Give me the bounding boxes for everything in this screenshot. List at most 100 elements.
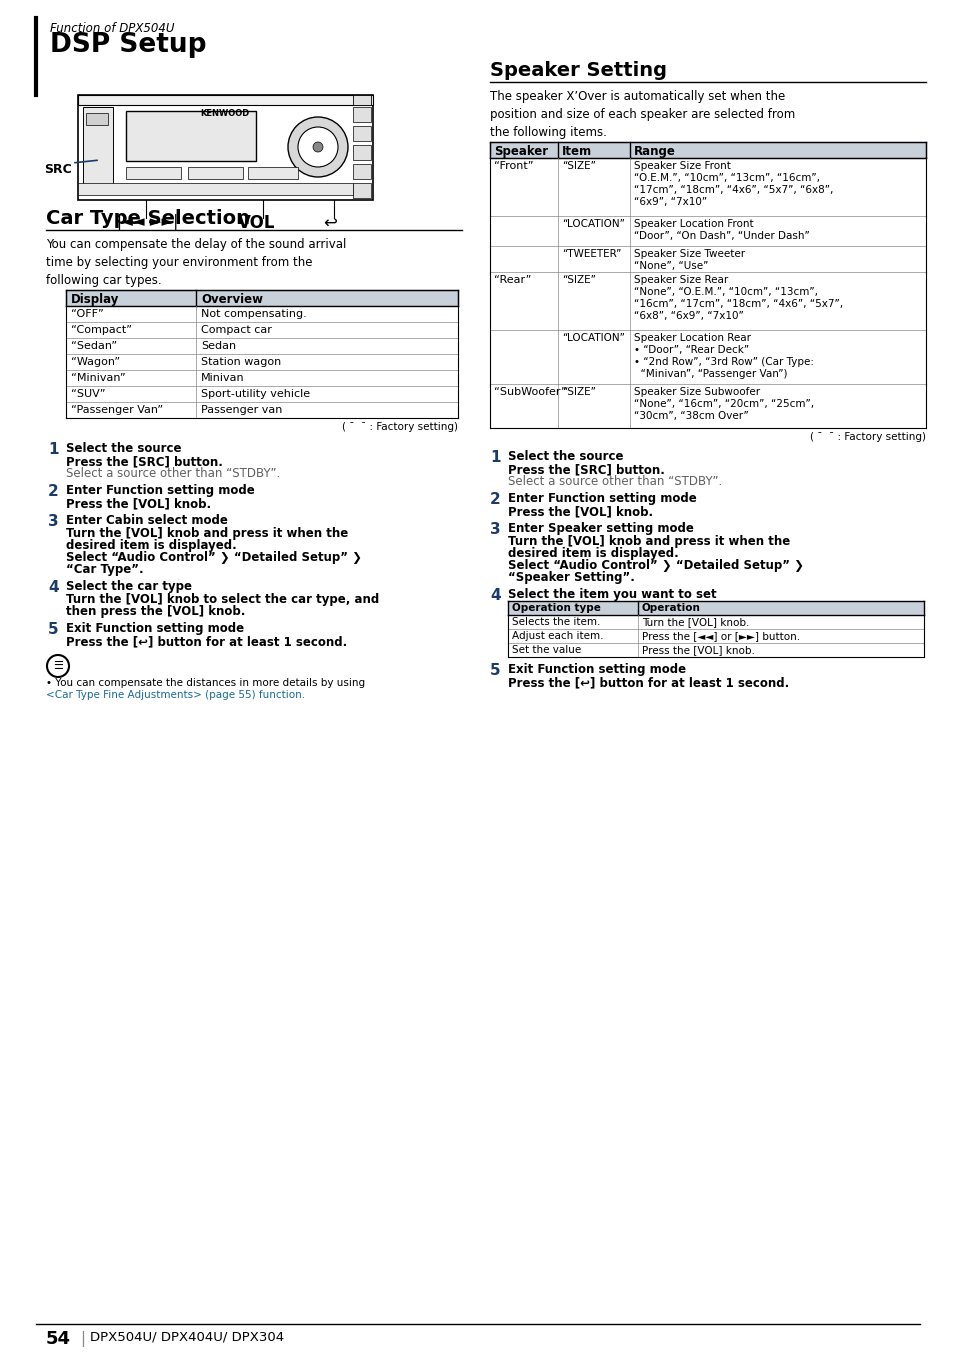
Text: • You can compensate the distances in more details by using: • You can compensate the distances in mo…: [46, 678, 365, 688]
Text: Select a source other than “STDBY”.: Select a source other than “STDBY”.: [66, 467, 280, 481]
Text: Turn the [VOL] knob to select the car type, and: Turn the [VOL] knob to select the car ty…: [66, 593, 379, 607]
Text: |: |: [80, 1331, 85, 1347]
Text: “16cm”, “17cm”, “18cm”, “4x6”, “5x7”,: “16cm”, “17cm”, “18cm”, “4x6”, “5x7”,: [634, 299, 842, 309]
Text: Speaker Location Front: Speaker Location Front: [634, 219, 753, 229]
Text: desired item is displayed.: desired item is displayed.: [507, 547, 678, 561]
Text: Select “Audio Control” ❯ “Detailed Setup” ❯: Select “Audio Control” ❯ “Detailed Setup…: [507, 559, 803, 571]
Text: Function of DPX504U: Function of DPX504U: [50, 22, 174, 35]
Text: Selects the item.: Selects the item.: [512, 617, 599, 627]
Text: <Car Type Fine Adjustments> (page 55) function.: <Car Type Fine Adjustments> (page 55) fu…: [46, 691, 305, 700]
Text: Compact car: Compact car: [201, 325, 272, 334]
Text: Not compensating.: Not compensating.: [201, 309, 307, 320]
Text: “Front”: “Front”: [494, 161, 533, 171]
Bar: [66, 370, 457, 386]
Text: Adjust each item.: Adjust each item.: [512, 631, 603, 640]
Text: Speaker Size Subwoofer: Speaker Size Subwoofer: [634, 387, 760, 397]
Text: 3: 3: [490, 523, 500, 538]
Text: SRC: SRC: [44, 162, 71, 176]
Text: Select the item you want to set: Select the item you want to set: [507, 588, 716, 601]
Text: “OFF”: “OFF”: [71, 309, 104, 320]
Bar: [353, 126, 371, 141]
Text: “SIZE”: “SIZE”: [561, 387, 596, 397]
Text: Speaker Location Rear: Speaker Location Rear: [634, 333, 750, 343]
Text: 5: 5: [490, 663, 500, 678]
Text: You can compensate the delay of the sound arrival
time by selecting your environ: You can compensate the delay of the soun…: [46, 238, 346, 287]
Text: Select the source: Select the source: [507, 450, 623, 463]
Text: 2: 2: [48, 483, 59, 500]
Text: “None”, “Use”: “None”, “Use”: [634, 261, 708, 271]
Text: Passenger van: Passenger van: [201, 405, 282, 414]
Bar: [490, 142, 925, 158]
Text: KENWOOD: KENWOOD: [200, 110, 250, 118]
Text: Car Type Selection: Car Type Selection: [46, 209, 250, 227]
Circle shape: [47, 655, 69, 677]
Bar: [78, 95, 373, 106]
Text: The speaker X’Over is automatically set when the
position and size of each speak: The speaker X’Over is automatically set …: [490, 89, 795, 139]
Text: 54: 54: [46, 1330, 71, 1349]
Text: “SUV”: “SUV”: [71, 389, 106, 399]
Bar: [126, 111, 255, 161]
Text: Press the [↩] button for at least 1 second.: Press the [↩] button for at least 1 seco…: [507, 676, 788, 689]
Text: “Wagon”: “Wagon”: [71, 357, 120, 367]
Text: “6x8”, “6x9”, “7x10”: “6x8”, “6x9”, “7x10”: [634, 311, 743, 321]
Text: ☰: ☰: [53, 661, 63, 672]
Text: Enter Function setting mode: Enter Function setting mode: [507, 492, 696, 505]
Text: “Car Type”.: “Car Type”.: [66, 563, 144, 575]
Circle shape: [313, 142, 323, 152]
Text: Station wagon: Station wagon: [201, 357, 281, 367]
Text: Turn the [VOL] knob and press it when the: Turn the [VOL] knob and press it when th…: [507, 535, 789, 548]
Text: DSP Setup: DSP Setup: [50, 32, 206, 58]
Text: “SIZE”: “SIZE”: [561, 275, 596, 284]
Text: Set the value: Set the value: [512, 645, 580, 655]
Text: Sport-utility vehicle: Sport-utility vehicle: [201, 389, 310, 399]
Text: Press the [↩] button for at least 1 second.: Press the [↩] button for at least 1 seco…: [66, 635, 347, 649]
Text: “Minivan”: “Minivan”: [71, 372, 126, 383]
Text: desired item is displayed.: desired item is displayed.: [66, 539, 236, 552]
Circle shape: [297, 127, 337, 167]
Bar: [66, 290, 457, 306]
Text: Select the source: Select the source: [66, 441, 181, 455]
Text: “Speaker Setting”.: “Speaker Setting”.: [507, 571, 634, 584]
Text: “Compact”: “Compact”: [71, 325, 132, 334]
Text: “Rear”: “Rear”: [494, 275, 531, 284]
Text: DPX504U/ DPX404U/ DPX304: DPX504U/ DPX404U/ DPX304: [90, 1330, 284, 1343]
Text: Speaker Size Tweeter: Speaker Size Tweeter: [634, 249, 744, 259]
Bar: [507, 601, 923, 615]
Text: 1: 1: [490, 450, 500, 464]
Text: “Minivan”, “Passenger Van”): “Minivan”, “Passenger Van”): [634, 370, 786, 379]
Text: 5: 5: [48, 621, 58, 636]
Bar: [248, 167, 297, 179]
Text: Select the car type: Select the car type: [66, 580, 192, 593]
Text: 3: 3: [48, 515, 58, 529]
Text: Range: Range: [634, 145, 675, 158]
Text: Press the [VOL] knob.: Press the [VOL] knob.: [507, 505, 653, 519]
Text: Enter Cabin select mode: Enter Cabin select mode: [66, 515, 228, 527]
Text: Turn the [VOL] knob and press it when the: Turn the [VOL] knob and press it when th…: [66, 527, 348, 540]
Text: • “Door”, “Rear Deck”: • “Door”, “Rear Deck”: [634, 345, 748, 355]
Text: Turn the [VOL] knob.: Turn the [VOL] knob.: [641, 617, 749, 627]
Bar: [66, 353, 457, 370]
Text: “Door”, “On Dash”, “Under Dash”: “Door”, “On Dash”, “Under Dash”: [634, 232, 809, 241]
Text: Operation type: Operation type: [512, 603, 600, 613]
Text: 2: 2: [490, 492, 500, 506]
Text: “LOCATION”: “LOCATION”: [561, 333, 624, 343]
Text: Speaker Size Front: Speaker Size Front: [634, 161, 730, 171]
Text: Minivan: Minivan: [201, 372, 244, 383]
Text: Select a source other than “STDBY”.: Select a source other than “STDBY”.: [507, 475, 721, 487]
Bar: [78, 95, 373, 200]
Bar: [126, 167, 181, 179]
Circle shape: [288, 116, 348, 177]
Bar: [353, 145, 371, 160]
Text: Speaker Size Rear: Speaker Size Rear: [634, 275, 727, 284]
Text: “17cm”, “18cm”, “4x6”, “5x7”, “6x8”,: “17cm”, “18cm”, “4x6”, “5x7”, “6x8”,: [634, 185, 833, 195]
Bar: [83, 107, 112, 187]
Text: “SIZE”: “SIZE”: [561, 161, 596, 171]
Text: 4: 4: [48, 580, 58, 594]
Bar: [86, 112, 108, 125]
Text: |◄◄: |◄◄: [116, 214, 145, 230]
Text: “SubWoofer”: “SubWoofer”: [494, 387, 566, 397]
Bar: [353, 95, 371, 106]
Text: Enter Speaker setting mode: Enter Speaker setting mode: [507, 523, 693, 535]
Text: Overview: Overview: [201, 292, 263, 306]
Text: Exit Function setting mode: Exit Function setting mode: [507, 663, 685, 676]
